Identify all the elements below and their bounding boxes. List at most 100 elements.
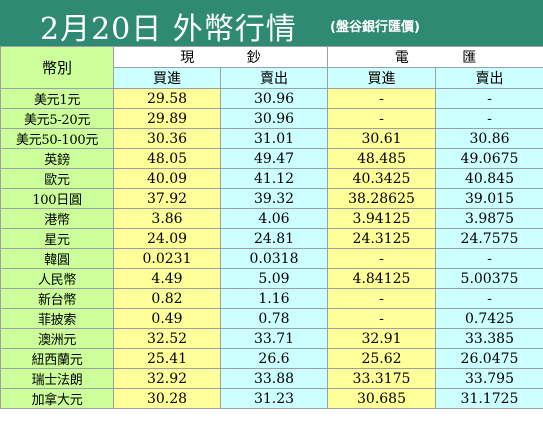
cash-buy-value: 37.92 bbox=[113, 188, 221, 209]
currency-name: 新台幣 bbox=[0, 288, 114, 309]
header-row-group: 幣別 現 鈔 電 匯 bbox=[0, 46, 543, 89]
tt-sell-value: 26.0475 bbox=[435, 348, 543, 369]
cash-sell-header: 賣出 bbox=[220, 67, 328, 89]
tt-buy-value: 40.3425 bbox=[327, 168, 436, 189]
currency-name: 100日圓 bbox=[0, 188, 114, 209]
tt-buy-value: 32.91 bbox=[327, 328, 436, 349]
cash-buy-value: 48.05 bbox=[113, 148, 221, 169]
table-row: 韓圓 0.0231 0.0318- - bbox=[0, 248, 543, 269]
table-row: 英鎊 48.05 49.47 48.485 49.0675 bbox=[0, 148, 543, 169]
tt-sell-value: 33.795 bbox=[435, 368, 543, 389]
tt-sell-value: - bbox=[435, 288, 543, 309]
telegraphic-header-char-1: 電 bbox=[394, 50, 409, 66]
cash-buy-value: 29.89 bbox=[113, 108, 221, 129]
cash-buy-value: 4.49 bbox=[113, 268, 221, 289]
table-row: 紐西蘭元 25.41 26.6 25.62 26.0475 bbox=[0, 348, 543, 369]
tt-sell-value: - bbox=[435, 108, 543, 129]
title-bar: 2月20日 外幣行情 (盤谷銀行匯價) bbox=[0, 0, 543, 47]
cash-sell-value: 49.47 bbox=[220, 148, 328, 169]
tt-sell-header: 賣出 bbox=[435, 67, 543, 89]
currency-name: 美元1元 bbox=[0, 88, 114, 109]
tt-buy-value: 48.485 bbox=[327, 148, 436, 169]
tt-buy-value: - bbox=[327, 248, 436, 269]
tt-buy-value: 25.62 bbox=[327, 348, 436, 369]
cash-buy-value: 0.82 bbox=[113, 288, 221, 309]
table-row: 美元5-20元 29.89 30.96- - bbox=[0, 108, 543, 129]
cash-buy-value: 29.58 bbox=[113, 88, 221, 109]
currency-name: 人民幣 bbox=[0, 268, 114, 289]
tt-sell-value: 31.1725 bbox=[435, 388, 543, 409]
cash-buy-header: 買進 bbox=[113, 67, 221, 89]
tt-sell-value: 24.7575 bbox=[435, 228, 543, 249]
cash-sell-value: 31.01 bbox=[220, 128, 328, 149]
telegraphic-header-char-2: 匯 bbox=[462, 50, 477, 66]
currency-name: 紐西蘭元 bbox=[0, 348, 114, 369]
tt-sell-value: 0.7425 bbox=[435, 308, 543, 329]
cash-buy-value: 32.92 bbox=[113, 368, 221, 389]
cash-header-char-1: 現 bbox=[180, 50, 195, 66]
tt-buy-value: 3.94125 bbox=[327, 208, 436, 229]
currency-name: 美元5-20元 bbox=[0, 108, 114, 129]
cash-buy-value: 0.49 bbox=[113, 308, 221, 329]
currency-name: 韓圓 bbox=[0, 248, 114, 269]
currency-name: 星元 bbox=[0, 228, 114, 249]
rates-body: 美元1元 29.58 30.96- - 美元5-20元 29.89 30.96- - 美元50-… bbox=[0, 88, 543, 409]
telegraphic-group-header: 電 匯 bbox=[327, 46, 543, 68]
cash-buy-value: 32.52 bbox=[113, 328, 221, 349]
tt-sell-value: 3.9875 bbox=[435, 208, 543, 229]
tt-buy-header: 買進 bbox=[327, 67, 436, 89]
cash-header-char-2: 鈔 bbox=[246, 50, 261, 66]
cash-sell-value: 33.88 bbox=[220, 368, 328, 389]
tt-sell-value: 49.0675 bbox=[435, 148, 543, 169]
currency-name: 美元50-100元 bbox=[0, 128, 114, 149]
cash-buy-value: 24.09 bbox=[113, 228, 221, 249]
table-row: 100日圓 37.92 39.32 38.28625 39.015 bbox=[0, 188, 543, 209]
bank-source-label: (盤谷銀行匯價) bbox=[330, 20, 420, 35]
cash-buy-value: 30.36 bbox=[113, 128, 221, 149]
cash-sell-value: 30.96 bbox=[220, 108, 328, 129]
table-row: 加拿大元 30.28 31.23 30.685 31.1725 bbox=[0, 388, 543, 409]
cash-buy-value: 3.86 bbox=[113, 208, 221, 229]
tt-buy-value: - bbox=[327, 88, 436, 109]
table-row: 港幣 3.86 4.06 3.94125 3.9875 bbox=[0, 208, 543, 229]
tt-buy-value: - bbox=[327, 308, 436, 329]
currency-name: 加拿大元 bbox=[0, 388, 114, 409]
cash-sell-value: 26.6 bbox=[220, 348, 328, 369]
tt-sell-value: 30.86 bbox=[435, 128, 543, 149]
tt-buy-value: 4.84125 bbox=[327, 268, 436, 289]
tt-sell-value: - bbox=[435, 248, 543, 269]
tt-sell-value: 33.385 bbox=[435, 328, 543, 349]
tt-buy-value: 30.61 bbox=[327, 128, 436, 149]
tt-buy-value: - bbox=[327, 108, 436, 129]
currency-name: 歐元 bbox=[0, 168, 114, 189]
currency-name: 澳洲元 bbox=[0, 328, 114, 349]
cash-sell-value: 30.96 bbox=[220, 88, 328, 109]
cash-sell-value: 1.16 bbox=[220, 288, 328, 309]
cash-sell-value: 39.32 bbox=[220, 188, 328, 209]
rates-table: 幣別 現 鈔 電 匯 買進 賣出 買進 賣出 bbox=[0, 46, 543, 409]
cash-group-header: 現 鈔 bbox=[113, 46, 328, 68]
table-row: 澳洲元 32.52 33.71 32.91 33.385 bbox=[0, 328, 543, 349]
tt-buy-value: 30.685 bbox=[327, 388, 436, 409]
cash-sell-value: 4.06 bbox=[220, 208, 328, 229]
table-row: 星元 24.09 24.81 24.3125 24.7575 bbox=[0, 228, 543, 249]
tt-sell-value: 5.00375 bbox=[435, 268, 543, 289]
table-row: 新台幣 0.82 1.16- - bbox=[0, 288, 543, 309]
currency-name: 港幣 bbox=[0, 208, 114, 229]
currency-name: 英鎊 bbox=[0, 148, 114, 169]
tt-buy-value: - bbox=[327, 288, 436, 309]
cash-sell-value: 0.0318 bbox=[220, 248, 328, 269]
cash-buy-value: 40.09 bbox=[113, 168, 221, 189]
table-row: 美元1元 29.58 30.96- - bbox=[0, 88, 543, 109]
currency-header: 幣別 bbox=[0, 46, 114, 89]
cash-sell-value: 33.71 bbox=[220, 328, 328, 349]
tt-buy-value: 38.28625 bbox=[327, 188, 436, 209]
table-row: 歐元 40.09 41.12 40.3425 40.845 bbox=[0, 168, 543, 189]
cash-sell-value: 24.81 bbox=[220, 228, 328, 249]
currency-name: 菲披索 bbox=[0, 308, 114, 329]
table-row: 菲披索 0.49 0.78-0.7425 bbox=[0, 308, 543, 329]
tt-sell-value: 39.015 bbox=[435, 188, 543, 209]
table-row: 人民幣 4.49 5.09 4.84125 5.00375 bbox=[0, 268, 543, 289]
cash-sell-value: 41.12 bbox=[220, 168, 328, 189]
